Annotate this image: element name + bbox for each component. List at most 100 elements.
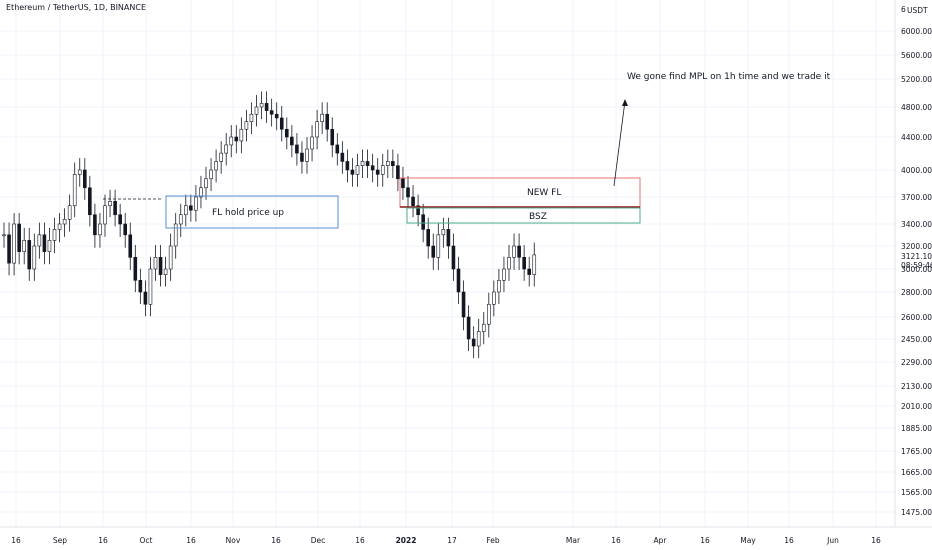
candle-body xyxy=(295,144,299,154)
candle-body xyxy=(7,234,11,264)
candle-body xyxy=(173,223,178,247)
candle-body xyxy=(168,245,173,270)
candle-body xyxy=(138,280,143,293)
candle-body xyxy=(300,152,304,162)
candle-body xyxy=(436,234,441,258)
candle-body xyxy=(532,254,537,275)
candle-body xyxy=(461,291,466,318)
candle-body xyxy=(345,161,350,171)
arrow-head-icon xyxy=(622,99,628,106)
candle-body xyxy=(305,148,309,162)
price-tick-label: 2800.00 xyxy=(901,288,932,297)
candle-body xyxy=(486,303,491,325)
candle-body xyxy=(340,152,345,162)
time-tick-label: Apr xyxy=(654,536,668,545)
candle-body xyxy=(355,165,360,175)
candle-body xyxy=(37,234,42,247)
time-tick-label: 2022 xyxy=(396,536,417,545)
candle-body xyxy=(148,268,153,305)
price-tick-label: 4800.00 xyxy=(901,103,932,112)
candle-body xyxy=(264,103,269,111)
candle-body xyxy=(426,229,431,247)
candle-body xyxy=(133,257,138,281)
candle-body xyxy=(527,268,532,275)
candle-body xyxy=(254,106,259,115)
price-tick-label: 5200.00 xyxy=(901,75,932,84)
candle-body xyxy=(57,223,62,230)
candle-body xyxy=(67,205,72,220)
candle-body xyxy=(274,113,279,119)
candle-body xyxy=(153,257,158,270)
candle-body xyxy=(47,240,52,252)
candle-body xyxy=(284,128,289,138)
candle-body xyxy=(229,136,234,146)
candle-body xyxy=(184,205,188,216)
chart-title: Ethereum / TetherUS, 1D, BINANCE xyxy=(6,3,147,12)
candle-body xyxy=(224,144,228,154)
currency-badge[interactable]: USDT xyxy=(907,6,928,15)
candle-body xyxy=(279,117,284,130)
candle-body xyxy=(72,174,77,207)
candle-body xyxy=(451,245,456,270)
new-fl-box[interactable] xyxy=(399,177,641,208)
price-tick-label: 3700.00 xyxy=(901,193,932,202)
countdown-label: 08:59:46 xyxy=(901,261,932,270)
candle-body xyxy=(406,187,410,198)
price-tick-label: 3000.00 xyxy=(901,265,932,274)
candle-body xyxy=(325,113,330,130)
candle-body xyxy=(98,223,102,236)
candle-body xyxy=(32,245,37,270)
candle-body xyxy=(2,234,6,237)
time-tick-label: 16 xyxy=(611,536,621,545)
candle-body xyxy=(189,205,193,211)
candle-body xyxy=(380,165,385,175)
candle-body xyxy=(350,169,355,175)
candle-body xyxy=(118,214,122,225)
time-tick-label: 16 xyxy=(98,536,108,545)
fl-hold-label: FL hold price up xyxy=(212,208,284,218)
candles-group xyxy=(2,91,537,359)
price-tick-label: 3400.00 xyxy=(901,220,932,229)
candle-body xyxy=(476,331,481,347)
candle-body xyxy=(310,136,314,150)
candle-body xyxy=(456,268,461,293)
price-tick-label: 2450.00 xyxy=(901,335,932,344)
time-tick-label: 16 xyxy=(700,536,710,545)
price-axis[interactable]: 1475.00 1565.00 1665.00 1765.00 1885.00 2010.… xyxy=(901,27,932,517)
candle-body xyxy=(290,136,294,146)
time-axis[interactable]: 16 Sep 16 Oct 16 Nov 16 Dec 16 2022 17 Feb Mar 16 Apr 1… xyxy=(11,536,881,545)
price-tick-label: 1885.00 xyxy=(901,424,932,433)
candle-body xyxy=(365,161,370,166)
candle-body xyxy=(199,187,203,198)
candle-body xyxy=(123,223,127,236)
price-tick-label: 4400.00 xyxy=(901,133,932,142)
bsz-box[interactable] xyxy=(406,207,641,224)
candle-body xyxy=(315,121,319,138)
price-tick-label: 1565.00 xyxy=(901,488,932,497)
price-tick-label: 6000.00 xyxy=(901,27,932,36)
candle-body xyxy=(391,161,395,166)
price-tick-label: 4000.00 xyxy=(901,166,932,175)
price-tick-label: 2130.00 xyxy=(901,382,932,391)
candle-body xyxy=(421,214,425,230)
time-tick-label: May xyxy=(740,536,756,545)
candle-body xyxy=(502,268,506,281)
candle-body xyxy=(431,245,436,258)
arrow-line xyxy=(613,100,626,187)
candle-body xyxy=(441,229,446,236)
candle-body xyxy=(163,268,168,275)
candle-body xyxy=(178,214,183,225)
time-tick-label: Jun xyxy=(826,536,839,545)
candle-body xyxy=(62,219,67,225)
candle-body xyxy=(209,169,213,180)
candle-body xyxy=(411,196,415,207)
candle-body xyxy=(204,178,208,189)
fl-hold-box[interactable] xyxy=(165,195,339,229)
candle-body xyxy=(370,165,375,171)
candle-body xyxy=(249,113,254,122)
candle-body xyxy=(471,338,476,347)
new-fl-label: NEW FL xyxy=(527,188,561,198)
candle-body xyxy=(385,161,390,166)
price-tick-label: 1475.00 xyxy=(901,508,932,517)
